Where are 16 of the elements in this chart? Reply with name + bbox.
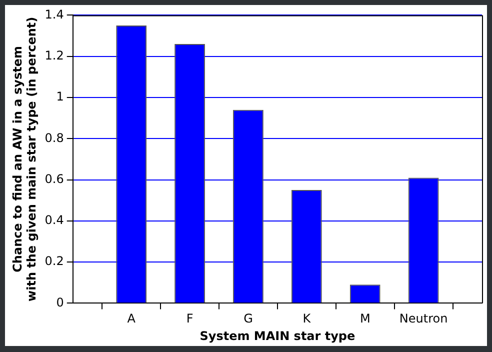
y-tick-label: 0.8: [44, 130, 64, 145]
y-tick-label: 0.6: [44, 172, 64, 186]
x-tick-label: G: [244, 312, 253, 326]
x-axis-title: System MAIN star type: [200, 328, 356, 343]
x-tick-label: A: [127, 312, 136, 326]
y-tick-label: 0.4: [44, 213, 64, 228]
y-tick-label: 0.2: [44, 254, 64, 268]
x-tick-label: F: [186, 312, 194, 326]
y-axis-title: Chance to find an AW in a system with the given main star type (in percent): [10, 16, 39, 302]
y-tick-label: 1.4: [44, 7, 64, 22]
y-tick-label: 0: [56, 295, 64, 310]
y-tick-label: 1.2: [44, 48, 64, 62]
x-tick-label: K: [302, 312, 312, 326]
x-tick-label: Neutron: [399, 312, 448, 326]
x-tick-label: M: [360, 312, 370, 326]
y-tick-label: 1: [56, 90, 64, 104]
